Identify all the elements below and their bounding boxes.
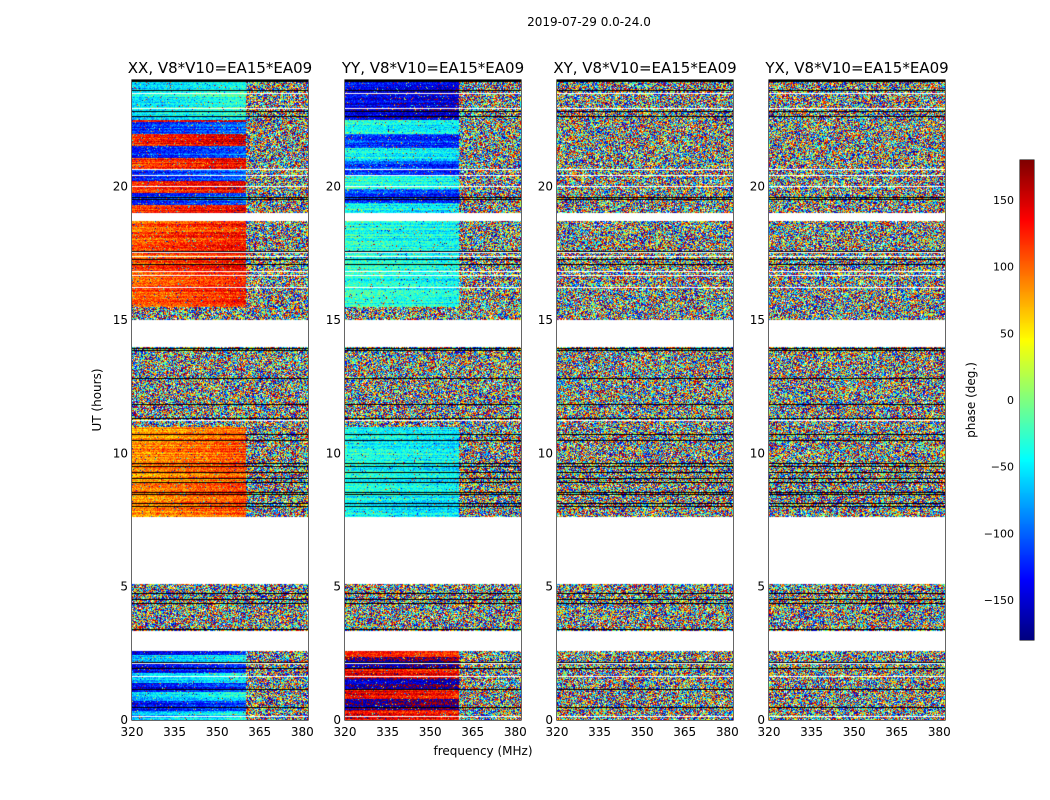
y-tick-label-yy-0: 0: [333, 713, 341, 727]
x-tick-label-xx-365: 365: [248, 725, 271, 739]
heatmap-image-xy: [557, 80, 733, 720]
y-tick-label-xy-5: 5: [545, 580, 553, 594]
heatmap-image-yx: [769, 80, 945, 720]
x-tick-label-yy-350: 350: [419, 725, 442, 739]
y-tick-label-xy-15: 15: [538, 313, 553, 327]
y-axis-label: UT (hours): [90, 368, 104, 431]
y-tick-label-xx-0: 0: [120, 713, 128, 727]
y-tick-label-yy-20: 20: [326, 180, 341, 194]
heatmap-image-xx: [132, 80, 308, 720]
x-tick-label-xy-350: 350: [631, 725, 654, 739]
panel-title-yx: YX, V8*V10=EA15*EA09: [764, 59, 948, 77]
y-tick-label-yx-10: 10: [750, 446, 765, 460]
panels-group: XX, V8*V10=EA15*EA09 320 335 350 365 380 0 5 10 1…: [113, 59, 951, 739]
panel-xx: XX, V8*V10=EA15*EA09 320 335 350 365 380 0 5 10 1…: [113, 59, 314, 739]
colorbar-tick-label--150: −150: [984, 594, 1014, 607]
panel-title-xy: XY, V8*V10=EA15*EA09: [553, 59, 736, 77]
x-tick-label-xx-335: 335: [163, 725, 186, 739]
x-tick-label-xx-380: 380: [291, 725, 314, 739]
colorbar-tick-label--100: −100: [984, 527, 1014, 540]
x-tick-label-xy-365: 365: [673, 725, 696, 739]
x-tick-label-yy-335: 335: [376, 725, 399, 739]
panel-title-xx: XX, V8*V10=EA15*EA09: [128, 59, 312, 77]
x-tick-label-xy-380: 380: [716, 725, 739, 739]
x-tick-label-yy-380: 380: [504, 725, 527, 739]
y-tick-label-yy-5: 5: [333, 580, 341, 594]
figure-suptitle: 2019-07-29 0.0-24.0: [527, 15, 651, 29]
y-tick-label-yx-15: 15: [750, 313, 765, 327]
x-tick-label-yx-380: 380: [928, 725, 951, 739]
x-tick-label-xx-350: 350: [206, 725, 229, 739]
x-tick-label-xy-320: 320: [546, 725, 569, 739]
y-tick-label-yy-10: 10: [326, 446, 341, 460]
colorbar-tick-label-50: 50: [1000, 327, 1014, 340]
y-tick-label-xx-20: 20: [113, 180, 128, 194]
y-tick-label-xx-5: 5: [120, 580, 128, 594]
y-tick-label-xy-10: 10: [538, 446, 553, 460]
colorbar-label: phase (deg.): [964, 362, 978, 438]
y-tick-label-yy-15: 15: [326, 313, 341, 327]
y-tick-label-xx-10: 10: [113, 446, 128, 460]
colorbar-tick-label-100: 100: [993, 261, 1014, 274]
x-tick-label-yy-320: 320: [334, 725, 357, 739]
y-tick-label-yx-5: 5: [757, 580, 765, 594]
y-tick-label-xx-15: 15: [113, 313, 128, 327]
x-tick-label-yx-365: 365: [885, 725, 908, 739]
x-tick-label-xy-335: 335: [588, 725, 611, 739]
y-tick-label-yx-0: 0: [757, 713, 765, 727]
y-tick-label-yx-20: 20: [750, 180, 765, 194]
colorbar-tick-label--50: −50: [991, 461, 1014, 474]
x-tick-label-yy-365: 365: [461, 725, 484, 739]
x-tick-label-xx-320: 320: [121, 725, 144, 739]
colorbar-tick-label-150: 150: [993, 194, 1014, 207]
heatmap-image-yy: [345, 80, 521, 720]
y-tick-label-xy-20: 20: [538, 180, 553, 194]
x-axis-label: frequency (MHz): [433, 744, 532, 758]
x-tick-label-yx-350: 350: [843, 725, 866, 739]
colorbar-gradient: [1020, 160, 1034, 640]
x-tick-label-yx-335: 335: [800, 725, 823, 739]
panel-title-yy: YY, V8*V10=EA15*EA09: [341, 59, 524, 77]
x-tick-label-yx-320: 320: [758, 725, 781, 739]
colorbar-tick-label-0: 0: [1007, 394, 1014, 407]
y-tick-label-xy-0: 0: [545, 713, 553, 727]
